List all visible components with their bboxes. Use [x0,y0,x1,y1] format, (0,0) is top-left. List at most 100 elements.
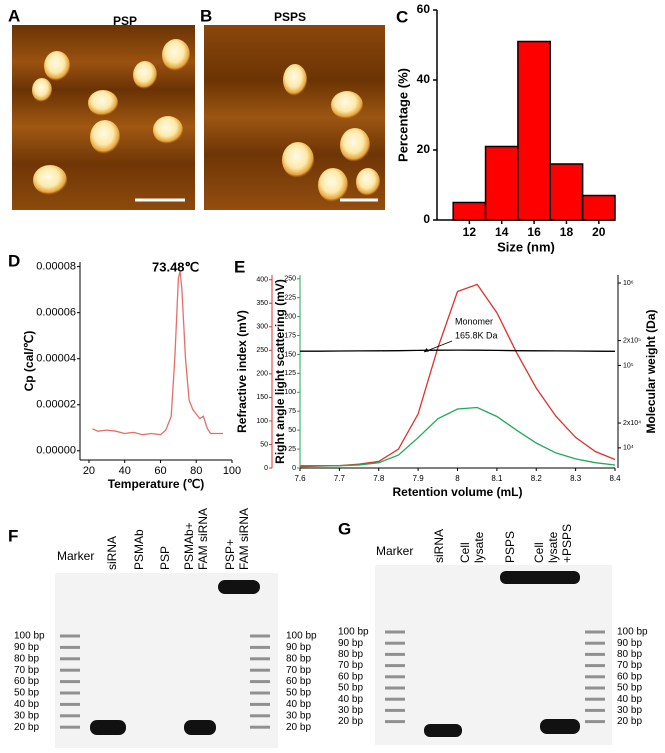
annotation-arrow [423,340,453,353]
panel-label: G [338,519,351,538]
y-tick-label: 10⁵ [623,362,634,369]
y-tick-label: 350 [256,300,268,307]
bar [581,194,616,221]
ladder-label: 90 bp [338,638,363,649]
ladder-band [385,675,405,679]
x-tick-label: 8.1 [491,474,503,483]
x-tick-label: 8.4 [609,474,621,483]
y-tick-label: 50 [260,441,268,448]
y-tick-label: 25 [288,446,296,453]
afm-image-b [204,25,385,210]
lane-label: FAM siRNA [196,508,210,570]
y-axis-label: Molecular weight (Da) [644,309,658,433]
image-title: PSPS [274,10,306,24]
line-series [299,283,616,468]
y-axis-label: Refractive index (mV) [235,310,249,433]
ladder-band [250,725,270,729]
y-tick-label: 100 [256,418,268,425]
y-tick-label: 400 [256,277,268,284]
ladder-label: 20 bp [338,716,363,727]
panel-label: C [396,7,408,26]
x-tick-label: 8.3 [570,474,582,483]
ladder-band [250,668,270,672]
ladder-band [585,708,605,712]
x-tick-label: 7.8 [373,474,385,483]
ladder-band [250,657,270,661]
x-axis-label: Size (nm) [497,239,555,254]
ladder-band [60,645,80,649]
line-series [300,349,616,352]
ladder-band [385,641,405,645]
lane-label: PSP+ [223,539,237,570]
ladder-band [250,645,270,649]
y-tick-label: 60 [417,2,431,16]
ladder-label: 90 bp [14,642,39,653]
lane-label: FAM siRNA [237,508,251,570]
x-tick-label: 14 [495,225,509,239]
ladder-band [585,697,605,701]
ladder-label: 70 bp [617,660,642,671]
y-tick-label: 2x10⁴ [623,420,641,427]
ladder-label: 80 bp [286,653,311,664]
y-tick-label: 50 [288,427,296,434]
x-tick-label: 60 [154,465,166,477]
y-tick-label: 0.00008 [36,261,76,273]
y-tick-label: 0.00006 [36,307,76,319]
panel-label: D [8,251,20,270]
ladder-band [385,697,405,701]
y-tick-label: 0.00002 [36,399,76,411]
x-tick-label: 20 [592,225,606,239]
x-tick-label: 20 [83,465,95,477]
ladder-label: 40 bp [338,694,363,705]
gel-g [375,565,612,745]
ladder-label: 40 bp [14,699,39,710]
y-tick-label: 2x10⁵ [623,337,641,344]
lane-label: PSMAb+ [182,522,196,570]
generated: Marker siRNA PSMAb PSP PSMAb+ FAM siRNA PSP+ FA… [8,2,658,733]
ladder-band [60,668,80,672]
y-tick-label: 300 [256,324,268,331]
lane-label: siRNA [105,536,119,570]
ladder-band [585,630,605,634]
annotation-arrowhead [424,348,429,352]
annotation: 165.8K Da [455,330,498,340]
annotation: Monomer [455,316,493,326]
x-tick-label: 18 [560,225,574,239]
ladder-label: 60 bp [617,671,642,682]
x-tick-label: 100 [223,465,241,477]
y-tick-label: 125 [284,370,296,377]
ladder-label: 50 bp [286,688,311,699]
ladder-label: 30 bp [338,705,363,716]
afm-image-a [12,25,195,210]
y-tick-label: 225 [284,295,296,302]
ladder-label: 20 bp [617,716,642,727]
x-tick-label: 8 [455,474,460,483]
image-title: PSP [113,14,137,28]
lane-label: siRNA [432,529,446,563]
lane-label: Cell [458,542,472,563]
line-series [300,406,616,467]
ladder-label: 70 bp [338,660,363,671]
ladder-band [385,630,405,634]
ladder-band [60,714,80,718]
ladder-label: 60 bp [286,676,311,687]
lane-label: PSMAb [132,529,146,570]
ladder-band [250,714,270,718]
ladder-band [385,708,405,712]
ladder-label: 50 bp [617,683,642,694]
ladder-label: 70 bp [14,665,39,676]
ladder-label: 30 bp [286,710,311,721]
ladder-label: 90 bp [286,642,311,653]
panel-label: B [200,6,212,25]
y-tick-label: 0 [292,465,296,472]
ladder-label: 100 bp [14,631,45,642]
lane-label: Marker [376,544,413,558]
y-tick-label: 200 [256,371,268,378]
y-axis-label: Percentage (%) [395,68,410,162]
y-tick-label: 10⁶ [623,280,634,287]
ladder-band [385,652,405,656]
panel-label: F [8,526,18,545]
bar [484,145,519,221]
x-axis-label: Temperature (℃) [108,477,205,491]
